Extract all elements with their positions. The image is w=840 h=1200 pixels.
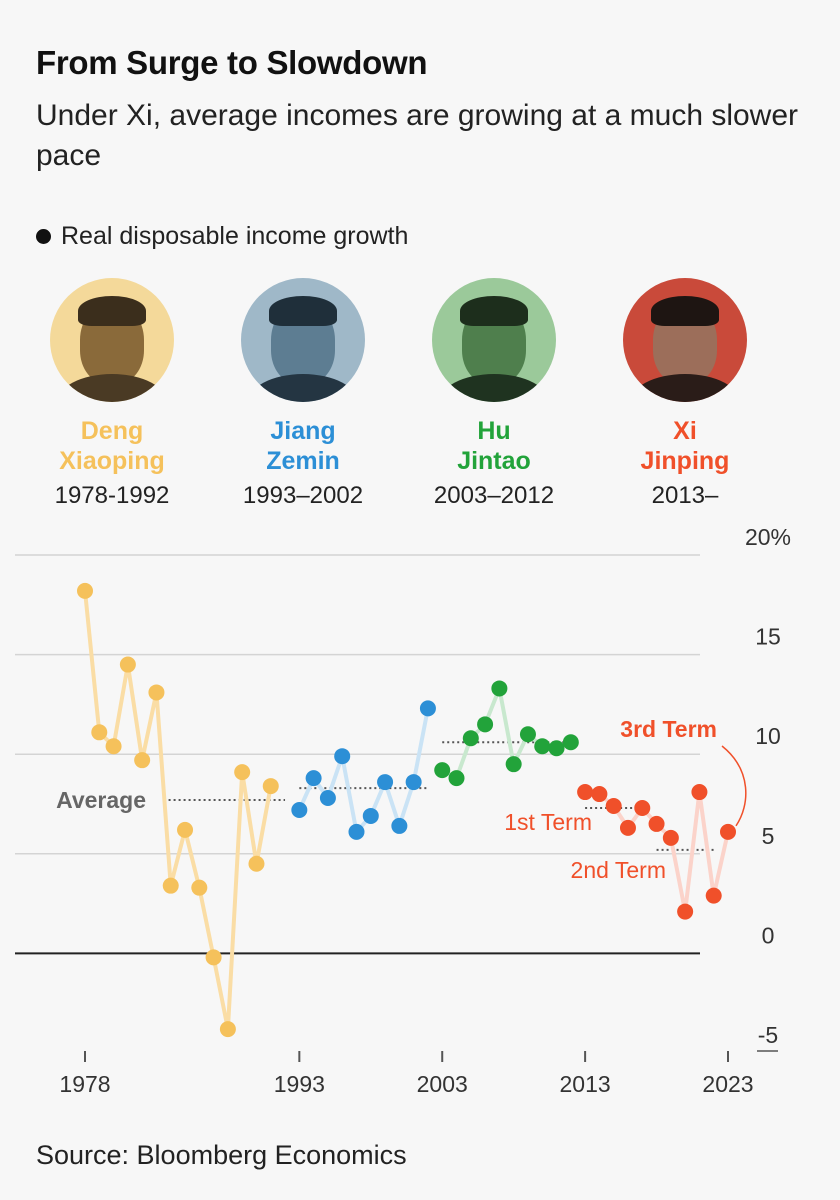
leader-hu: Hu Jintao 2003–2012: [394, 278, 594, 510]
data-point: [219, 1021, 236, 1038]
data-point: [148, 684, 165, 701]
y-tick-label: 10: [755, 723, 781, 749]
portrait-xi-icon: [623, 278, 747, 402]
series-line-jiang-zemin: [297, 708, 430, 834]
leader-name-deng: Deng Xiaoping: [59, 417, 165, 475]
leader-years-xi: 2013–: [651, 482, 719, 509]
legend-label: Real disposable income growth: [61, 222, 409, 250]
leader-years-jiang: 1993–2002: [242, 482, 364, 509]
annotation-pointer: [721, 745, 747, 827]
data-point: [291, 801, 308, 818]
data-point: [391, 817, 408, 834]
data-point: [505, 756, 522, 773]
data-point: [534, 738, 551, 755]
leader-years-hu: 2003–2012: [433, 482, 555, 509]
data-point: [419, 700, 436, 717]
data-point: [305, 770, 322, 787]
portrait-hu-icon: [432, 278, 556, 402]
data-point: [177, 821, 194, 838]
series-line-deng-xiaoping: [83, 590, 273, 1032]
data-point: [562, 734, 579, 751]
data-point: [577, 784, 594, 801]
data-point: [448, 770, 465, 787]
x-tick-label: 2023: [702, 1071, 753, 1097]
leader-xi: Xi Jinping 2013–: [585, 278, 785, 510]
data-point: [720, 823, 736, 840]
legend-dot-icon: [36, 229, 51, 244]
data-point: [619, 819, 636, 836]
data-point: [234, 764, 251, 781]
data-point: [634, 799, 651, 816]
data-point: [362, 807, 379, 824]
data-point: [677, 903, 694, 920]
data-point: [91, 724, 108, 741]
data-point: [691, 784, 708, 801]
data-point: [377, 774, 394, 791]
data-point: [248, 855, 265, 872]
data-point: [662, 829, 679, 846]
data-point: [162, 877, 179, 894]
chart-title: From Surge to Slowdown: [36, 44, 428, 81]
data-point: [548, 740, 565, 757]
data-point: [405, 774, 422, 791]
data-point: [591, 786, 608, 803]
data-point: [191, 879, 208, 896]
y-tick-label: 15: [755, 624, 781, 650]
data-point: [491, 680, 508, 697]
leader-deng: Deng Xiaoping 1978-1992: [12, 278, 212, 510]
data-point: [477, 716, 494, 733]
data-point: [648, 815, 665, 832]
annotation-3rd-term: 3rd Term: [620, 716, 717, 742]
data-point: [262, 778, 279, 795]
annotation-average: Average: [56, 787, 146, 813]
leader-name-hu: Hu Jintao: [457, 417, 531, 475]
annotation-1st-term: 1st Term: [504, 809, 592, 835]
legend: Real disposable income growth: [36, 222, 408, 251]
x-tick-label: 1993: [274, 1071, 325, 1097]
y-tick-label: -5: [758, 1022, 778, 1048]
data-point: [77, 582, 93, 599]
data-point: [319, 790, 336, 807]
y-tick-label: 5: [762, 823, 775, 849]
data-point: [134, 752, 151, 769]
data-point: [605, 797, 622, 814]
data-point: [334, 748, 351, 765]
leader-name-jiang: Jiang Zemin: [266, 417, 340, 475]
x-tick-label: 2013: [560, 1071, 611, 1097]
annotation-2nd-term: 2nd Term: [571, 857, 666, 883]
source-note: Source: Bloomberg Economics: [36, 1140, 407, 1170]
y-tick-label: 20%: [745, 524, 791, 550]
data-point: [434, 762, 451, 779]
data-point: [105, 738, 122, 755]
leader-jiang: Jiang Zemin 1993–2002: [203, 278, 403, 510]
data-point: [705, 887, 722, 904]
x-tick-label: 2003: [417, 1071, 468, 1097]
data-point: [119, 656, 136, 673]
data-point: [348, 823, 365, 840]
data-point: [205, 949, 222, 966]
y-tick-label: 0: [762, 922, 775, 948]
x-tick-label: 1978: [59, 1071, 110, 1097]
portrait-deng-icon: [50, 278, 174, 402]
data-point: [462, 730, 479, 747]
portrait-jiang-icon: [241, 278, 365, 402]
chart-subtitle: Under Xi, average incomes are growing at…: [36, 99, 799, 172]
leader-name-xi: Xi Jinping: [640, 417, 730, 475]
data-point: [519, 726, 536, 743]
leader-years-deng: 1978-1992: [54, 482, 170, 509]
